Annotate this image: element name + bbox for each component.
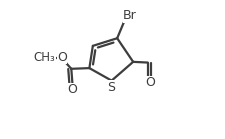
Text: O: O	[67, 83, 77, 96]
Text: CH₃: CH₃	[34, 51, 55, 64]
Text: S: S	[107, 81, 115, 94]
Text: O: O	[57, 51, 67, 64]
Text: Br: Br	[122, 9, 136, 23]
Text: O: O	[144, 76, 154, 89]
